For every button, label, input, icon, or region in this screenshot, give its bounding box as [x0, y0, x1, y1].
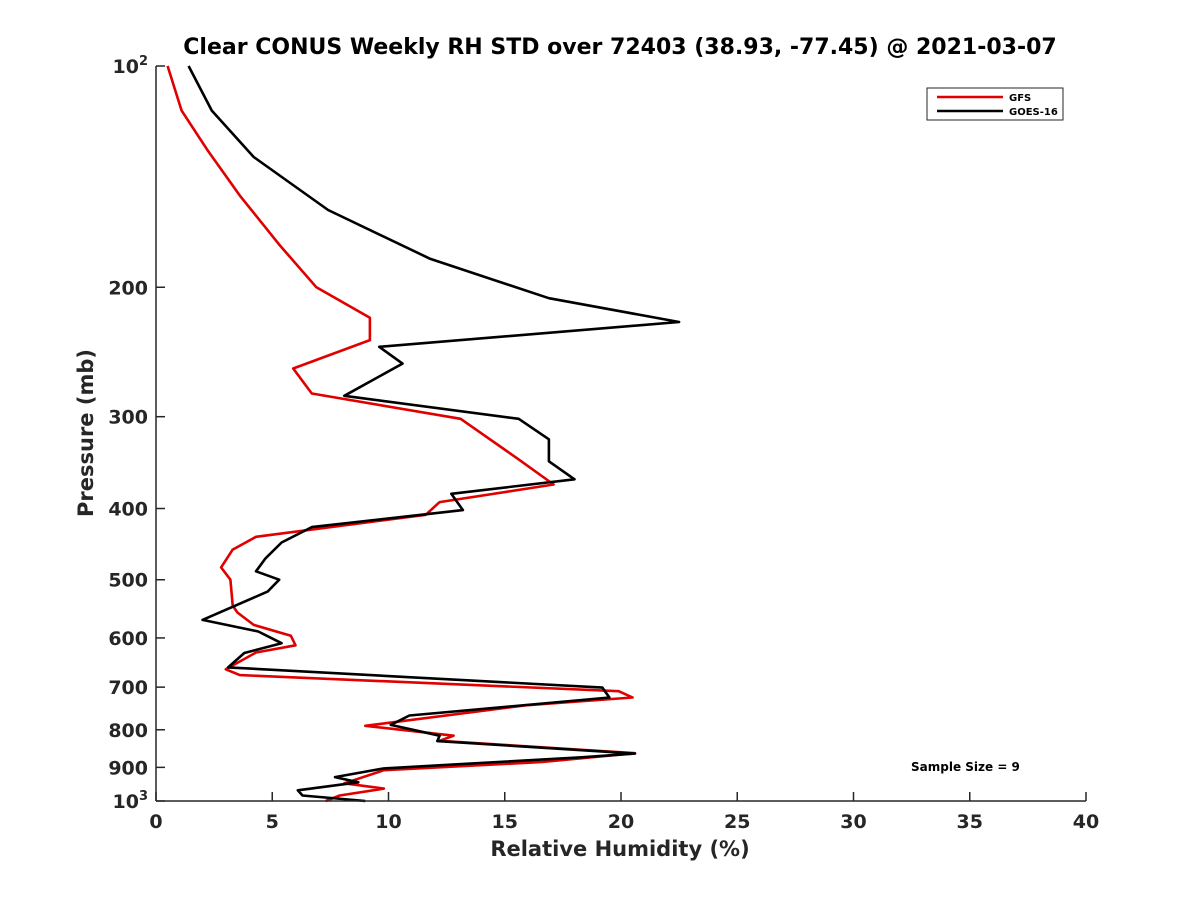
- x-tick-label: 0: [149, 811, 162, 833]
- x-axis-label: Relative Humidity (%): [490, 837, 749, 861]
- y-tick-label: 900: [108, 757, 148, 779]
- x-tick-label: 20: [608, 811, 634, 833]
- legend: GFS GOES-16: [926, 87, 1064, 121]
- x-tick-label: 15: [492, 811, 518, 833]
- sample-size-annotation: Sample Size = 9: [911, 760, 1020, 774]
- legend-label-gfs: GFS: [1009, 93, 1031, 104]
- plot-area: 0 5 10 15 20 25 30 35 40 102 200 300 400 500 600 700 80…: [108, 54, 1099, 833]
- y-tick-label: 800: [108, 720, 148, 742]
- x-tick-label: 30: [840, 811, 866, 833]
- y-axis-label: Pressure (mb): [74, 349, 98, 517]
- y-tick-label: 103: [113, 789, 149, 813]
- x-tick-label: 5: [266, 811, 279, 833]
- x-tick-label: 10: [375, 811, 401, 833]
- x-tick-label: 40: [1073, 811, 1099, 833]
- y-tick-label: 600: [108, 628, 148, 650]
- y-tick-label: 400: [108, 499, 148, 521]
- legend-box: [926, 87, 1064, 121]
- x-tick-label: 25: [724, 811, 750, 833]
- y-tick-label: 300: [108, 407, 148, 429]
- chart-title: Clear CONUS Weekly RH STD over 72403 (38…: [183, 35, 1056, 60]
- legend-label-goes-16: GOES-16: [1009, 107, 1058, 118]
- x-ticks: 0 5 10 15 20 25 30 35 40: [149, 792, 1099, 833]
- y-tick-label: 700: [108, 677, 148, 699]
- y-tick-label: 500: [108, 570, 148, 592]
- y-tick-label: 102: [113, 54, 149, 78]
- series-layer: [166, 65, 681, 803]
- series-line-goes-16: [187, 65, 681, 803]
- x-tick-label: 35: [957, 811, 983, 833]
- y-tick-label: 200: [108, 277, 148, 299]
- y-ticks: 102 200 300 400 500 600 700 800 900 103: [108, 54, 165, 813]
